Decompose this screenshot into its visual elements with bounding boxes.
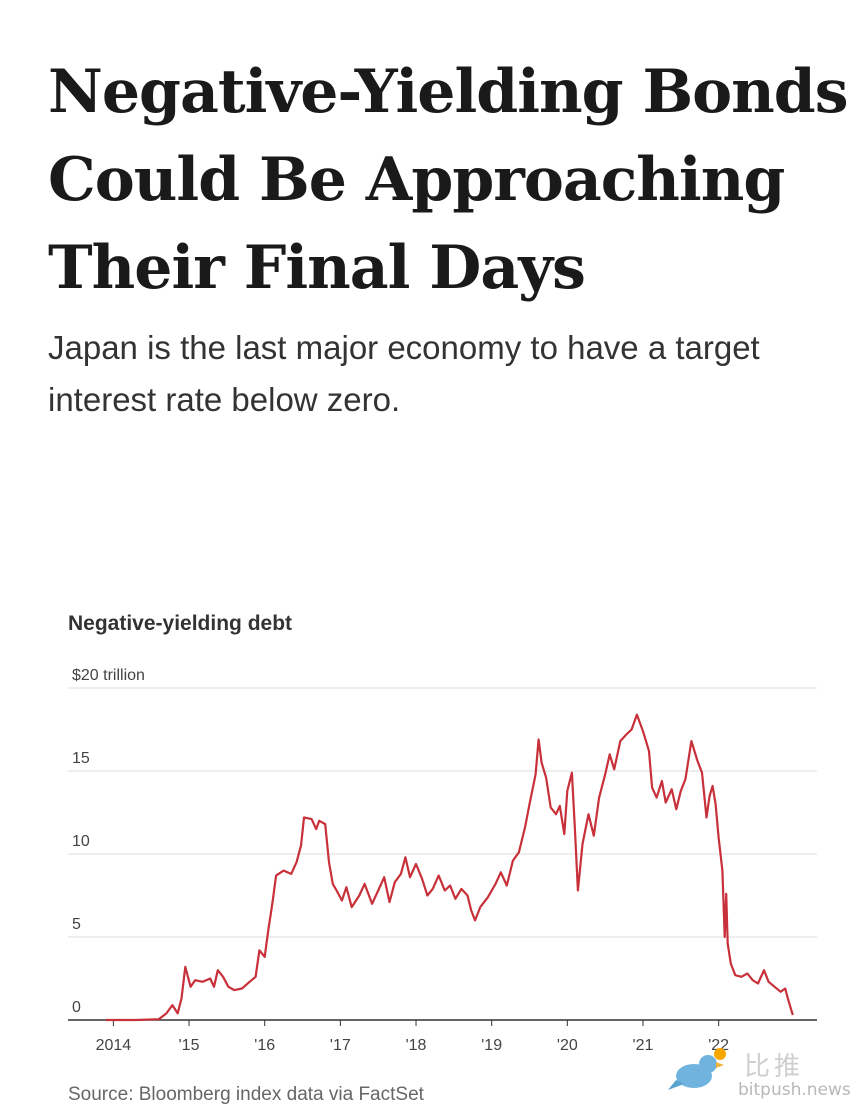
chart-title: Negative-yielding debt	[68, 612, 293, 635]
watermark-text: 比推	[744, 1052, 805, 1082]
x-tick-label: '21	[633, 1037, 654, 1054]
series-line	[105, 713, 794, 1022]
x-tick-label: '20	[557, 1037, 578, 1054]
x-tick-label: '19	[481, 1037, 502, 1054]
subheadline: Japan is the last major economy to have …	[48, 329, 760, 418]
source-note: Source: Bloomberg index data via FactSet	[68, 1084, 424, 1105]
x-tick-label: '17	[330, 1037, 351, 1054]
y-tick-label: $20 trillion	[72, 667, 145, 684]
y-tick-label: 0	[72, 999, 81, 1016]
y-tick-label: 10	[72, 833, 90, 850]
bird-logo-icon	[668, 1048, 726, 1090]
y-tick-label: 15	[72, 750, 90, 767]
watermark: 比推 bitpush.news	[668, 1040, 858, 1108]
x-tick-label: '18	[406, 1037, 427, 1054]
y-tick-label: 5	[72, 916, 81, 933]
x-tick-label: '15	[179, 1037, 200, 1054]
line-chart: 0 5 10 15 $20 trillion 2014 '15 '16 '17 '18 '19 '20…	[68, 667, 817, 1054]
headline: Negative-Yielding Bonds Could Be Approac…	[48, 57, 849, 303]
x-tick-label: 2014	[96, 1037, 132, 1054]
watermark-site: bitpush.news	[738, 1080, 851, 1100]
x-tick-label: '16	[254, 1037, 275, 1054]
